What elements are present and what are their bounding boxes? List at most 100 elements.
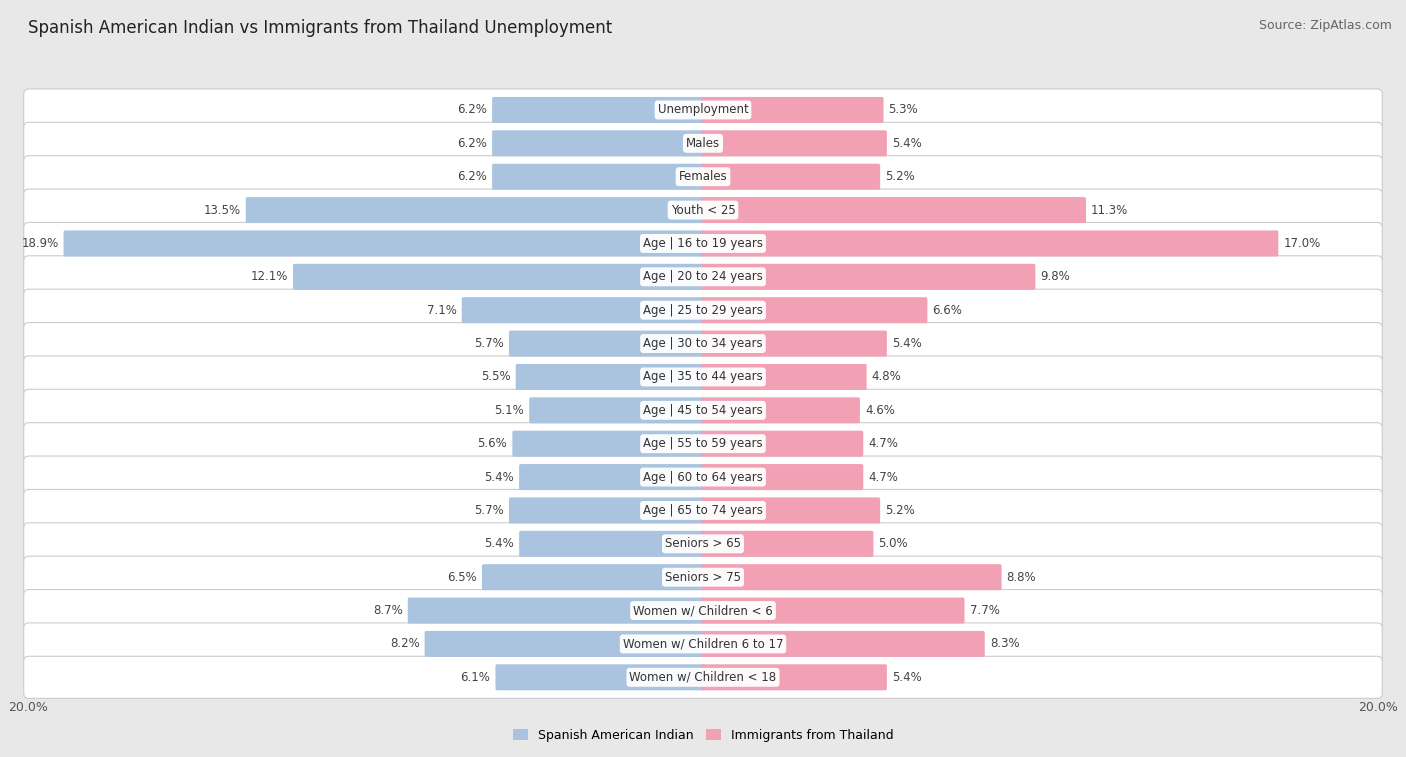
FancyBboxPatch shape <box>24 356 1382 398</box>
Text: 4.6%: 4.6% <box>865 403 894 417</box>
FancyBboxPatch shape <box>702 665 887 690</box>
Text: Women w/ Children < 18: Women w/ Children < 18 <box>630 671 776 684</box>
FancyBboxPatch shape <box>492 97 704 123</box>
Text: Source: ZipAtlas.com: Source: ZipAtlas.com <box>1258 19 1392 32</box>
Text: Spanish American Indian vs Immigrants from Thailand Unemployment: Spanish American Indian vs Immigrants fr… <box>28 19 613 37</box>
Text: 7.1%: 7.1% <box>427 304 457 316</box>
FancyBboxPatch shape <box>702 431 863 456</box>
Text: 5.2%: 5.2% <box>886 170 915 183</box>
Text: 5.2%: 5.2% <box>886 504 915 517</box>
FancyBboxPatch shape <box>246 197 704 223</box>
Text: Females: Females <box>679 170 727 183</box>
FancyBboxPatch shape <box>702 97 883 123</box>
FancyBboxPatch shape <box>24 656 1382 699</box>
FancyBboxPatch shape <box>702 230 1278 257</box>
Text: 5.7%: 5.7% <box>474 504 503 517</box>
FancyBboxPatch shape <box>24 189 1382 231</box>
FancyBboxPatch shape <box>24 556 1382 598</box>
Text: Age | 60 to 64 years: Age | 60 to 64 years <box>643 471 763 484</box>
Text: Age | 55 to 59 years: Age | 55 to 59 years <box>643 438 763 450</box>
Text: 4.7%: 4.7% <box>869 471 898 484</box>
Text: 8.3%: 8.3% <box>990 637 1019 650</box>
Text: Age | 30 to 34 years: Age | 30 to 34 years <box>643 337 763 350</box>
Text: 6.2%: 6.2% <box>457 170 486 183</box>
Text: 5.7%: 5.7% <box>474 337 503 350</box>
FancyBboxPatch shape <box>461 298 704 323</box>
Text: Males: Males <box>686 137 720 150</box>
Text: 6.6%: 6.6% <box>932 304 962 316</box>
FancyBboxPatch shape <box>702 631 984 657</box>
FancyBboxPatch shape <box>63 230 704 257</box>
FancyBboxPatch shape <box>24 156 1382 198</box>
FancyBboxPatch shape <box>24 490 1382 531</box>
FancyBboxPatch shape <box>24 422 1382 465</box>
Text: Age | 65 to 74 years: Age | 65 to 74 years <box>643 504 763 517</box>
Text: Age | 16 to 19 years: Age | 16 to 19 years <box>643 237 763 250</box>
Text: Youth < 25: Youth < 25 <box>671 204 735 217</box>
Text: 5.4%: 5.4% <box>891 671 922 684</box>
Text: 6.1%: 6.1% <box>461 671 491 684</box>
FancyBboxPatch shape <box>24 256 1382 298</box>
FancyBboxPatch shape <box>492 130 704 157</box>
FancyBboxPatch shape <box>702 331 887 357</box>
FancyBboxPatch shape <box>702 197 1085 223</box>
Text: 5.4%: 5.4% <box>484 471 515 484</box>
FancyBboxPatch shape <box>512 431 704 456</box>
Text: 11.3%: 11.3% <box>1091 204 1128 217</box>
Text: 5.5%: 5.5% <box>481 370 510 384</box>
FancyBboxPatch shape <box>702 464 863 490</box>
FancyBboxPatch shape <box>24 123 1382 164</box>
Text: Age | 20 to 24 years: Age | 20 to 24 years <box>643 270 763 283</box>
Text: 8.2%: 8.2% <box>389 637 419 650</box>
Text: Age | 35 to 44 years: Age | 35 to 44 years <box>643 370 763 384</box>
FancyBboxPatch shape <box>519 464 704 490</box>
FancyBboxPatch shape <box>702 130 887 157</box>
FancyBboxPatch shape <box>702 397 860 423</box>
FancyBboxPatch shape <box>516 364 704 390</box>
FancyBboxPatch shape <box>425 631 704 657</box>
Text: 6.2%: 6.2% <box>457 104 486 117</box>
FancyBboxPatch shape <box>482 564 704 590</box>
Text: 9.8%: 9.8% <box>1040 270 1070 283</box>
FancyBboxPatch shape <box>24 322 1382 365</box>
FancyBboxPatch shape <box>24 623 1382 665</box>
FancyBboxPatch shape <box>408 597 704 624</box>
FancyBboxPatch shape <box>519 531 704 557</box>
Text: 8.7%: 8.7% <box>373 604 402 617</box>
FancyBboxPatch shape <box>702 264 1035 290</box>
FancyBboxPatch shape <box>702 497 880 523</box>
FancyBboxPatch shape <box>24 223 1382 264</box>
FancyBboxPatch shape <box>702 564 1001 590</box>
FancyBboxPatch shape <box>24 456 1382 498</box>
Text: Women w/ Children < 6: Women w/ Children < 6 <box>633 604 773 617</box>
FancyBboxPatch shape <box>24 89 1382 131</box>
Text: Unemployment: Unemployment <box>658 104 748 117</box>
FancyBboxPatch shape <box>292 264 704 290</box>
Text: 20.0%: 20.0% <box>1358 701 1398 715</box>
Text: 5.0%: 5.0% <box>879 537 908 550</box>
FancyBboxPatch shape <box>495 665 704 690</box>
Text: Seniors > 75: Seniors > 75 <box>665 571 741 584</box>
Text: 5.4%: 5.4% <box>484 537 515 550</box>
Text: 7.7%: 7.7% <box>970 604 1000 617</box>
FancyBboxPatch shape <box>702 531 873 557</box>
FancyBboxPatch shape <box>24 289 1382 332</box>
Text: 6.5%: 6.5% <box>447 571 477 584</box>
FancyBboxPatch shape <box>509 331 704 357</box>
Text: 18.9%: 18.9% <box>21 237 59 250</box>
Text: 8.8%: 8.8% <box>1007 571 1036 584</box>
Legend: Spanish American Indian, Immigrants from Thailand: Spanish American Indian, Immigrants from… <box>508 724 898 747</box>
Text: 6.2%: 6.2% <box>457 137 486 150</box>
Text: 17.0%: 17.0% <box>1284 237 1320 250</box>
Text: Age | 25 to 29 years: Age | 25 to 29 years <box>643 304 763 316</box>
FancyBboxPatch shape <box>702 597 965 624</box>
Text: 4.8%: 4.8% <box>872 370 901 384</box>
Text: 4.7%: 4.7% <box>869 438 898 450</box>
FancyBboxPatch shape <box>492 164 704 190</box>
Text: Women w/ Children 6 to 17: Women w/ Children 6 to 17 <box>623 637 783 650</box>
Text: 12.1%: 12.1% <box>250 270 288 283</box>
Text: 5.3%: 5.3% <box>889 104 918 117</box>
Text: 5.4%: 5.4% <box>891 337 922 350</box>
Text: 5.6%: 5.6% <box>478 438 508 450</box>
FancyBboxPatch shape <box>24 590 1382 631</box>
